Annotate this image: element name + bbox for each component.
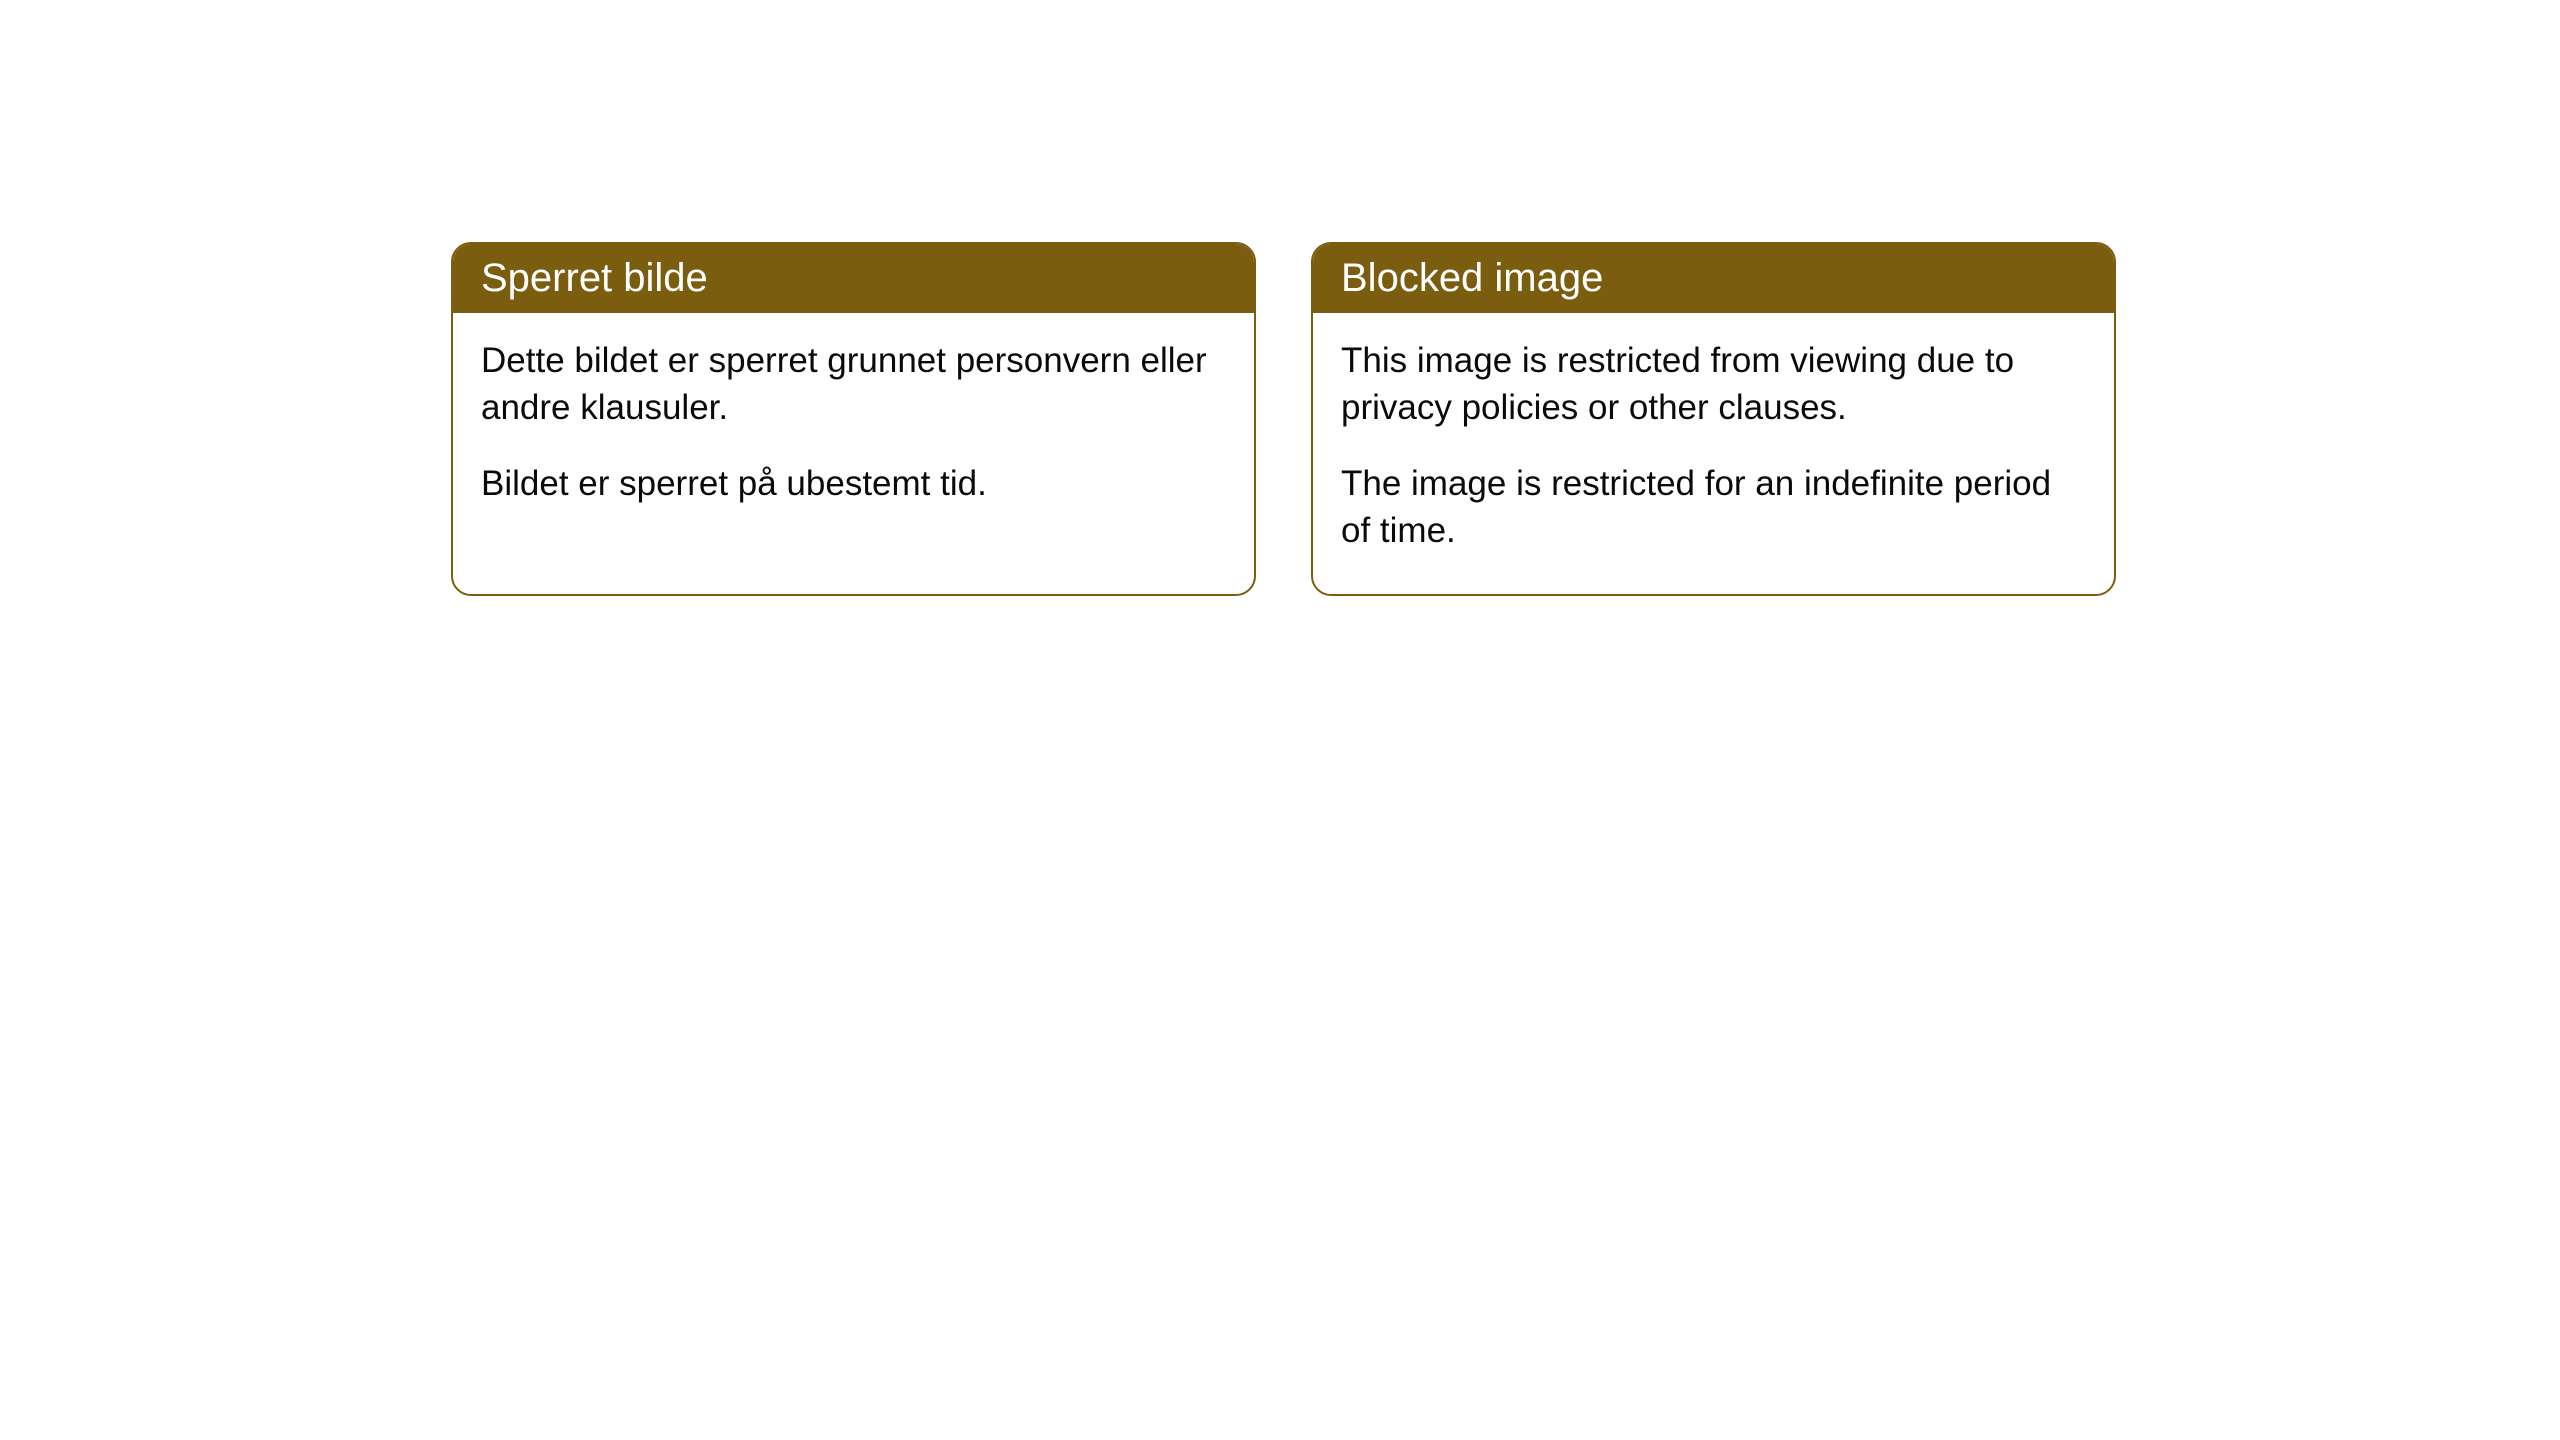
card-paragraph: The image is restricted for an indefinit…	[1341, 460, 2086, 555]
card-header: Sperret bilde	[453, 244, 1254, 313]
card-paragraph: This image is restricted from viewing du…	[1341, 337, 2086, 432]
card-body: This image is restricted from viewing du…	[1313, 313, 2114, 594]
notice-card-norwegian: Sperret bilde Dette bildet er sperret gr…	[451, 242, 1256, 596]
card-paragraph: Dette bildet er sperret grunnet personve…	[481, 337, 1226, 432]
card-header: Blocked image	[1313, 244, 2114, 313]
card-title: Sperret bilde	[481, 256, 708, 300]
card-title: Blocked image	[1341, 256, 1603, 300]
notice-container: Sperret bilde Dette bildet er sperret gr…	[451, 242, 2116, 596]
card-paragraph: Bildet er sperret på ubestemt tid.	[481, 460, 1226, 507]
notice-card-english: Blocked image This image is restricted f…	[1311, 242, 2116, 596]
card-body: Dette bildet er sperret grunnet personve…	[453, 313, 1254, 547]
